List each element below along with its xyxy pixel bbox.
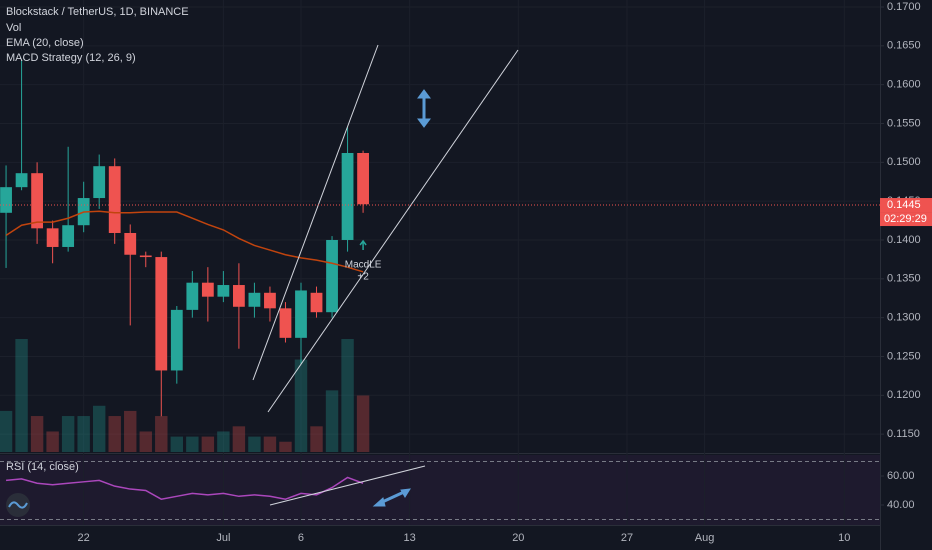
candle-body [201, 282, 214, 297]
candle-body [62, 225, 75, 247]
volume-bar [139, 431, 152, 452]
volume-bar [92, 405, 106, 452]
double-arrow [372, 488, 411, 507]
candle-body [326, 239, 338, 313]
volume-bar [77, 416, 90, 452]
candle-body [15, 173, 28, 188]
x-tick-label: 27 [621, 532, 633, 544]
volume-bar [30, 416, 44, 452]
x-tick-label: 13 [404, 532, 416, 544]
candle-body [170, 309, 183, 371]
volume-bar [186, 436, 199, 452]
signal-size: +2 [357, 272, 369, 283]
chart-title: Blockstack / TetherUS, 1D, BINANCE [6, 6, 189, 18]
legend-volume: Vol [6, 22, 21, 34]
volume-bar [0, 410, 13, 452]
candle-body [310, 292, 323, 313]
candle-body [357, 152, 369, 205]
volume-bar [124, 410, 137, 452]
countdown-box [880, 212, 932, 227]
y-tick-label: 0.1550 [887, 117, 921, 129]
legend-ema: EMA (20, close) [6, 37, 84, 49]
candle-body [46, 228, 59, 247]
candle-body [186, 282, 199, 310]
volume-bar [170, 436, 184, 452]
volume-bar [15, 339, 28, 452]
y-tick-label: 0.1350 [887, 273, 921, 285]
y-tick-label: 0.1250 [887, 350, 921, 362]
trend-line [269, 465, 426, 506]
candle-body [108, 166, 121, 233]
candle-body [248, 292, 261, 307]
y-tick-label: 0.1400 [887, 234, 921, 246]
candle-body [93, 166, 106, 199]
candle-body [124, 232, 137, 255]
rsi-line [5, 476, 364, 500]
y-tick-label: 0.1700 [887, 1, 921, 13]
candle-body [217, 285, 230, 297]
volume-bar [294, 359, 308, 452]
volume-bar [310, 426, 323, 452]
volume-bar [248, 436, 261, 452]
last-price-label: 0.1445 [887, 199, 921, 211]
volume-bar [155, 416, 168, 452]
x-tick-label: Jul [216, 532, 230, 544]
candle-body [295, 290, 307, 338]
candle-body [341, 152, 354, 240]
trend-line [252, 44, 379, 381]
y-tick-label: 0.1600 [887, 79, 921, 91]
candle-body [31, 173, 43, 229]
candle-body [139, 255, 152, 258]
last-price-box [880, 198, 932, 213]
y-tick-label: 0.1500 [887, 156, 921, 168]
marks [0, 59, 370, 500]
y-tick-label: 0.1650 [887, 40, 921, 52]
volume-bar [356, 395, 370, 452]
x-tick-label: 22 [78, 532, 90, 544]
volume-bar [108, 416, 121, 452]
x-tick-label: 6 [298, 532, 304, 544]
y-tick-label: 0.1150 [887, 428, 920, 440]
grid [0, 0, 880, 525]
volume-bar [232, 426, 246, 452]
y-tick-label: 0.1200 [887, 389, 921, 401]
candle-body [0, 187, 12, 213]
ema-line [5, 210, 364, 273]
logo [6, 493, 30, 517]
volume-bar [61, 416, 75, 452]
x-tick-label: Aug [695, 532, 715, 544]
legend-rsi: RSI (14, close) [6, 461, 79, 473]
volume-bar [201, 436, 215, 452]
rsi-pane [0, 455, 880, 525]
x-tick-label: 20 [512, 532, 524, 544]
volume-bar [341, 339, 354, 452]
volume-bar [217, 431, 230, 452]
legend-strategy: MACD Strategy (12, 26, 9) [6, 52, 136, 64]
volume-bar [46, 431, 59, 452]
double-arrow [417, 89, 431, 128]
candle-body [264, 292, 276, 309]
trend-line [267, 49, 519, 413]
volume-bar [279, 441, 292, 452]
rsi-tick-label: 40.00 [887, 499, 915, 511]
signal-label: MacdLE [345, 260, 382, 271]
rsi-tick-label: 60.00 [887, 470, 915, 482]
candle-body [279, 308, 292, 338]
volume-bar [263, 436, 277, 452]
y-tick-label: 0.1300 [887, 312, 921, 324]
volume-bar [325, 390, 339, 452]
x-tick-label: 10 [838, 532, 850, 544]
candle-body [233, 285, 245, 307]
countdown-label: 02:29:29 [884, 213, 927, 225]
signal-arrow [359, 239, 367, 250]
candle-body [155, 257, 168, 371]
